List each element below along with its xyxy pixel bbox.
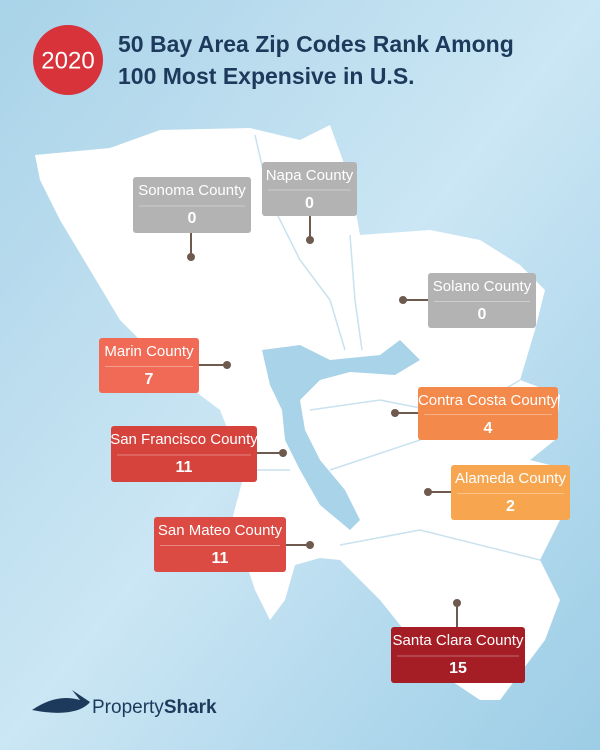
zip-count: 2 (506, 498, 515, 515)
title: 50 Bay Area Zip Codes Rank Among 100 Mos… (118, 31, 514, 89)
county-name: Napa County (266, 167, 354, 184)
county-name: Solano County (433, 278, 532, 295)
county-name: Contra Costa County (418, 392, 559, 409)
county-box (391, 627, 525, 683)
location-dot (187, 253, 195, 261)
zip-count: 11 (212, 550, 229, 567)
zip-count: 11 (176, 459, 193, 476)
county-box (154, 517, 286, 572)
county-labels: Sonoma County 0 Napa County 0 Solano County 0… (99, 162, 570, 683)
county-box (133, 177, 251, 233)
county-box (451, 465, 570, 520)
brand-logo (32, 690, 90, 713)
county-name: Santa Clara County (393, 632, 524, 649)
location-dot (453, 599, 461, 607)
county-name: Sonoma County (138, 182, 246, 199)
location-dot (391, 409, 399, 417)
location-dot (306, 236, 314, 244)
county-name: San Francisco County (110, 431, 258, 448)
zip-count: 15 (449, 660, 467, 677)
zip-count: 7 (145, 371, 154, 388)
brand: PropertyShark (92, 697, 217, 718)
brand-part: Shark (164, 697, 217, 718)
location-dot (399, 296, 407, 304)
county-box (111, 426, 257, 482)
brand-part: Property (92, 697, 164, 718)
location-dot (306, 541, 314, 549)
county-box (428, 273, 536, 328)
year-badge (33, 25, 103, 95)
land (35, 125, 570, 700)
county-name: Marin County (104, 343, 194, 360)
year-text: 2020 (41, 47, 94, 74)
zip-count: 0 (478, 306, 487, 323)
bay-water (262, 340, 420, 530)
county-box (262, 162, 357, 216)
location-dot (279, 449, 287, 457)
county-name: Alameda County (455, 470, 566, 487)
location-dot (223, 361, 231, 369)
county-name: San Mateo County (158, 522, 283, 539)
location-dot (424, 488, 432, 496)
county-box (418, 387, 558, 440)
county-box (99, 338, 199, 393)
zip-count: 4 (484, 420, 493, 437)
title-box: 50 Bay Area Zip Codes Rank Among 100 Mos… (118, 31, 514, 89)
zip-count: 0 (188, 210, 197, 227)
zip-count: 0 (305, 195, 314, 212)
